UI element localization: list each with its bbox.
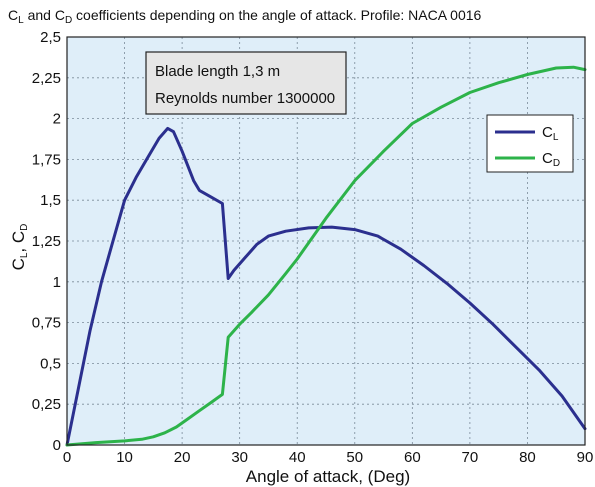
series-layer	[65, 65, 587, 447]
x-axis-title: Angle of attack, (Deg)	[246, 467, 410, 486]
x-tick-label: 60	[404, 449, 421, 466]
x-tick-label: 40	[289, 449, 306, 466]
legend-label-cd: CD	[542, 150, 560, 169]
tick-layer: 0 10 20 30 40 50 60 70 80 90 0 0,25 0,5 0,75 1 1,25 1,5 1…	[32, 29, 594, 466]
x-tick-label: 0	[63, 449, 71, 466]
x-tick-label: 20	[174, 449, 191, 466]
plot-frame	[66, 36, 586, 446]
y-tick-label: 0,75	[32, 315, 61, 332]
y-tick-label: 2	[53, 111, 61, 128]
annotation-reynolds: Reynolds number 1300000	[155, 90, 335, 107]
x-tick-label: 90	[577, 449, 594, 466]
series-line-cl	[65, 126, 587, 447]
chart-title: CL and CD coefficients depending on the …	[8, 7, 482, 26]
y-tick-label: 1,25	[32, 233, 61, 250]
series-line-cd	[65, 65, 587, 447]
annotation-box: Blade length 1,3 m Reynolds number 13000…	[145, 51, 347, 115]
y-tick-label: 2,25	[32, 70, 61, 87]
x-tick-label: 80	[519, 449, 536, 466]
y-tick-label: 0,5	[40, 355, 61, 372]
y-axis-title: CL, CD	[9, 224, 30, 271]
x-tick-label: 30	[231, 449, 248, 466]
y-tick-label: 2,5	[40, 29, 61, 46]
y-tick-label: 1	[53, 274, 61, 291]
annotation-blade-length: Blade length 1,3 m	[155, 63, 280, 80]
legend-label-cl: CL	[542, 124, 559, 143]
y-tick-label: 1,75	[32, 151, 61, 168]
y-tick-label: 1,5	[40, 192, 61, 209]
x-tick-label: 10	[116, 449, 133, 466]
legend: CL CD	[486, 114, 574, 173]
x-tick-label: 70	[462, 449, 479, 466]
y-tick-label: 0,25	[32, 396, 61, 413]
x-tick-label: 50	[346, 449, 363, 466]
y-tick-label: 0	[53, 437, 61, 454]
